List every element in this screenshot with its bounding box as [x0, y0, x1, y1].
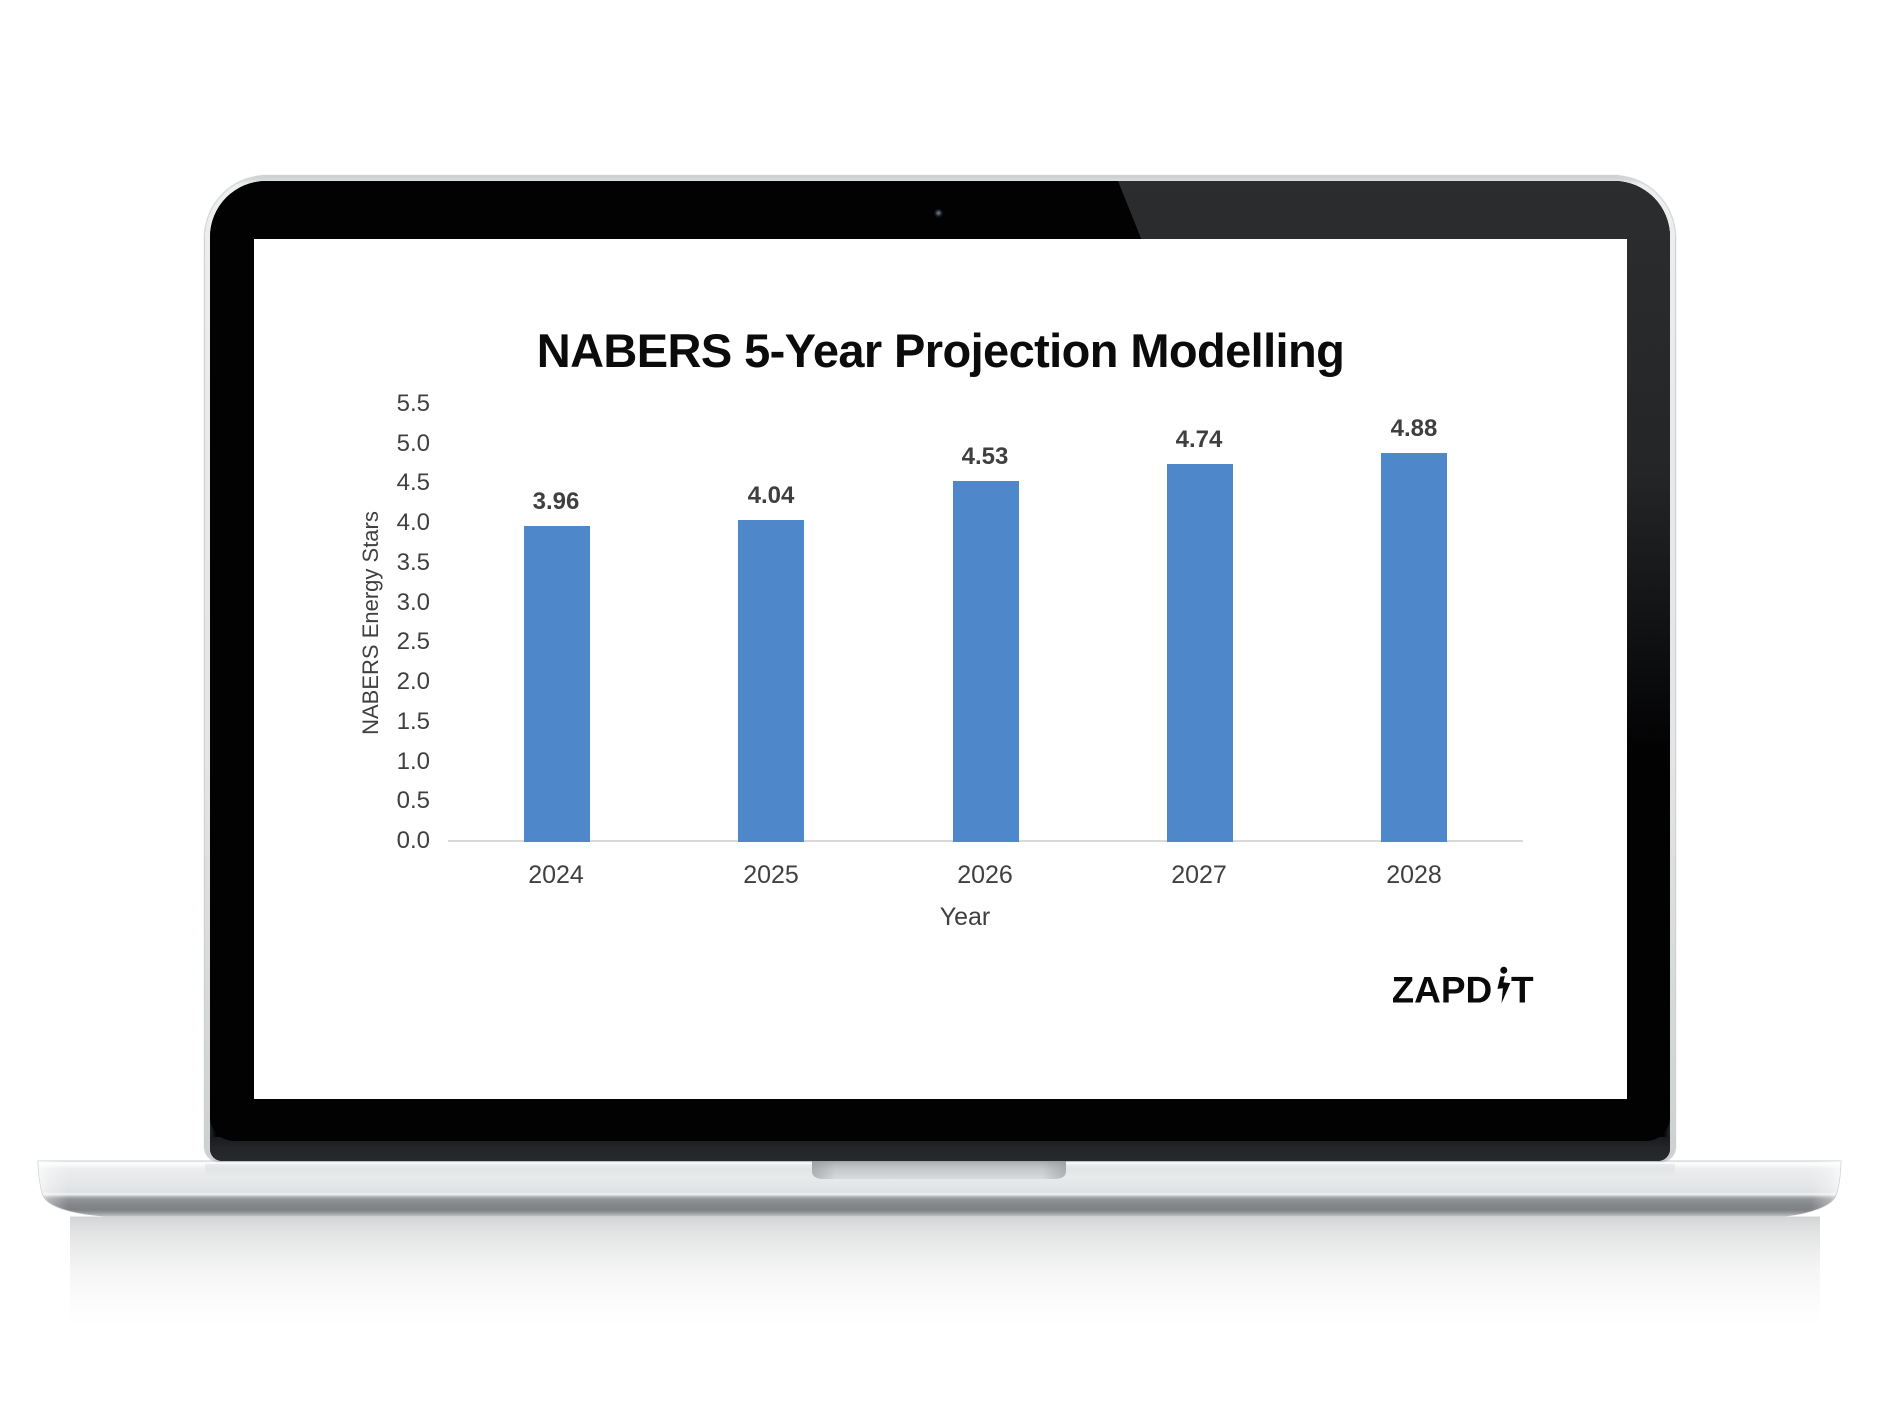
svg-text:ZAPD: ZAPD: [1393, 970, 1492, 1011]
svg-text:T: T: [1511, 970, 1534, 1011]
